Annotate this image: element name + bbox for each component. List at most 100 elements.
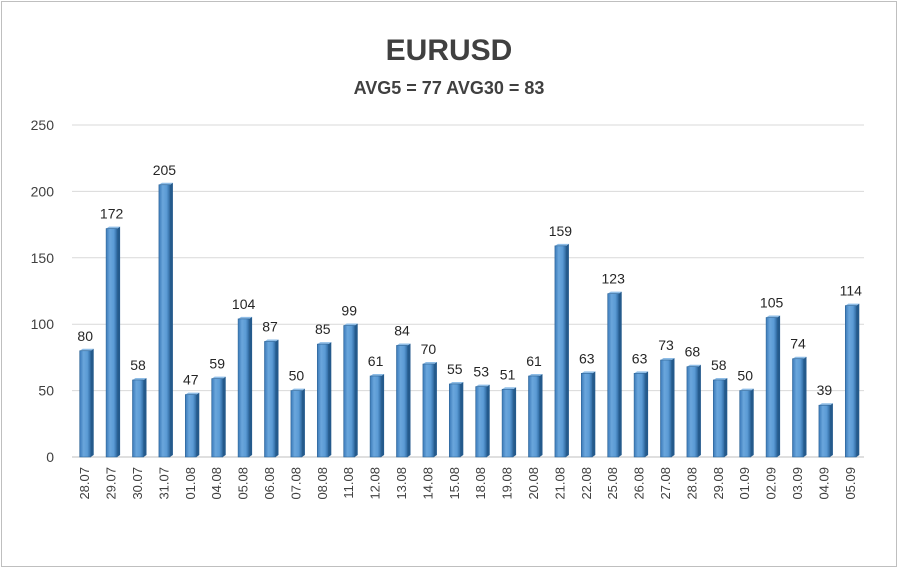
data-label: 87 (262, 318, 278, 334)
bar (712, 377, 728, 458)
data-label: 50 (289, 368, 305, 384)
bar-front (765, 317, 778, 458)
y-tick-label: 250 (31, 117, 55, 133)
bar (396, 343, 411, 458)
bar-front (475, 386, 488, 458)
data-label: 68 (685, 344, 701, 360)
data-label: 53 (473, 364, 489, 380)
bar-front (501, 388, 514, 458)
data-label: 63 (579, 350, 595, 366)
data-label: 39 (817, 382, 833, 398)
bar-top (132, 377, 147, 380)
data-label: 123 (602, 271, 626, 287)
bar-front (343, 325, 356, 458)
data-label: 61 (526, 353, 542, 369)
bar-side (117, 226, 121, 457)
bar-top (634, 371, 649, 374)
bar (739, 388, 754, 458)
x-tick-label: 31.07 (156, 467, 171, 500)
bar-front (686, 366, 699, 458)
bar (528, 373, 543, 458)
data-label: 84 (394, 322, 410, 338)
data-label: 205 (153, 162, 177, 178)
bar-front (211, 378, 223, 458)
bar-side (407, 343, 411, 457)
y-tick-label: 200 (31, 183, 55, 199)
data-label: 73 (658, 337, 674, 353)
data-label: 80 (77, 328, 93, 344)
bar-top (106, 226, 121, 229)
bar-side (803, 356, 807, 457)
bar-front (448, 383, 461, 458)
bar-top (475, 384, 490, 387)
bar-front (792, 358, 804, 458)
data-label: 55 (447, 361, 463, 377)
bar-front (316, 343, 329, 458)
x-tick-label: 29.08 (711, 467, 726, 500)
chart-title: EURUSD (386, 34, 513, 67)
data-label: 104 (232, 296, 256, 312)
bar-top (238, 316, 253, 319)
bar-side (460, 381, 464, 457)
bar-top (79, 348, 94, 351)
bar-top (766, 315, 781, 318)
bar-side (750, 388, 754, 457)
x-tick-label: 04.09 (816, 467, 831, 500)
bar (792, 356, 807, 458)
x-tick-label: 11.08 (341, 467, 356, 499)
bar-side (433, 362, 437, 457)
data-label: 159 (549, 223, 573, 239)
bar-side (645, 371, 649, 457)
x-tick-label: 27.08 (658, 467, 673, 500)
bar (448, 381, 464, 458)
data-label: 114 (840, 283, 863, 299)
bar (554, 243, 569, 458)
bar-top (343, 323, 358, 326)
bar-top (317, 342, 332, 345)
x-tick-label: 28.07 (77, 467, 92, 500)
bar-side (249, 316, 253, 457)
bar-front (396, 345, 408, 458)
y-tick-label: 0 (46, 449, 54, 465)
bar (264, 339, 279, 458)
data-label: 85 (315, 321, 331, 337)
x-tick-label: 22.08 (579, 467, 594, 500)
bar-side (513, 387, 517, 457)
bar (660, 358, 675, 458)
bar-front (660, 359, 672, 458)
bar-top (449, 381, 464, 384)
bar (290, 388, 305, 458)
x-axis: 28.07 29.07 30.07 31.07 01.08 04.08 05.08 06.08… (77, 467, 858, 500)
bar (765, 315, 781, 458)
bar-front (528, 375, 540, 458)
chart-subtitle: AVG5 = 77 AVG30 = 83 (354, 78, 545, 98)
bar (185, 392, 200, 458)
bar-front (264, 341, 276, 458)
x-tick-label: 06.08 (262, 467, 277, 500)
bar-front (237, 318, 250, 458)
x-tick-label: 15.08 (447, 467, 462, 500)
bar-side (565, 243, 569, 457)
bar (132, 377, 147, 458)
bar-side (143, 377, 147, 457)
bar-top (290, 388, 305, 391)
bar-side (196, 392, 200, 457)
y-tick-label: 150 (31, 250, 55, 266)
bar-top (792, 356, 807, 359)
data-label: 58 (711, 357, 727, 373)
y-tick-label: 100 (31, 316, 55, 332)
x-tick-label: 18.08 (473, 467, 488, 500)
x-tick-label: 05.08 (236, 467, 251, 500)
bar-side (169, 182, 173, 457)
bar-front (369, 375, 382, 458)
bar (844, 303, 860, 458)
bar-top (158, 182, 173, 185)
x-tick-label: 13.08 (394, 467, 409, 500)
bar-front (607, 293, 620, 458)
bar (422, 362, 437, 458)
data-labels: 80 172 58 205 47 59 104 87 50 85 99 61 84 70 55 53 51 61 1… (77, 162, 862, 398)
bar-top (686, 364, 701, 367)
bar (79, 348, 94, 458)
